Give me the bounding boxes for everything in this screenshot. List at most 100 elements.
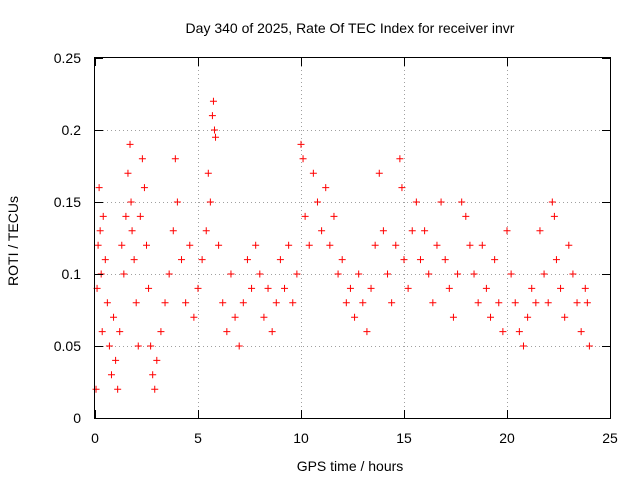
y-tick-label: 0.2 bbox=[62, 122, 82, 138]
data-point bbox=[92, 385, 100, 393]
data-point bbox=[515, 328, 523, 336]
data-point bbox=[305, 241, 313, 249]
data-point bbox=[412, 198, 420, 206]
data-point bbox=[151, 385, 159, 393]
data-point bbox=[392, 241, 400, 249]
data-point bbox=[276, 256, 284, 264]
data-point bbox=[136, 212, 144, 220]
data-point bbox=[198, 256, 206, 264]
data-point bbox=[313, 198, 321, 206]
data-point bbox=[548, 198, 556, 206]
data-point bbox=[408, 227, 416, 235]
data-point bbox=[264, 284, 272, 292]
data-point bbox=[441, 256, 449, 264]
data-point bbox=[569, 270, 577, 278]
data-point bbox=[552, 256, 560, 264]
data-point bbox=[416, 256, 424, 264]
data-point bbox=[398, 184, 406, 192]
data-point bbox=[134, 342, 142, 350]
data-point bbox=[127, 198, 135, 206]
data-point bbox=[301, 212, 309, 220]
data-point bbox=[445, 284, 453, 292]
data-point bbox=[363, 328, 371, 336]
data-point bbox=[557, 284, 565, 292]
data-point bbox=[239, 299, 247, 307]
data-point bbox=[157, 328, 165, 336]
data-point bbox=[536, 227, 544, 235]
data-point bbox=[388, 299, 396, 307]
data-point bbox=[210, 126, 218, 134]
data-point bbox=[540, 270, 548, 278]
data-point bbox=[544, 299, 552, 307]
data-point bbox=[384, 270, 392, 278]
data-point bbox=[482, 284, 490, 292]
data-point bbox=[491, 256, 499, 264]
data-point bbox=[96, 227, 104, 235]
data-point bbox=[511, 299, 519, 307]
data-point bbox=[400, 256, 408, 264]
data-point bbox=[326, 241, 334, 249]
data-point bbox=[212, 133, 220, 141]
data-point bbox=[128, 227, 136, 235]
data-point bbox=[206, 198, 214, 206]
data-point bbox=[161, 299, 169, 307]
data-point bbox=[272, 299, 280, 307]
data-point bbox=[140, 184, 148, 192]
data-point bbox=[285, 241, 293, 249]
data-point bbox=[495, 299, 503, 307]
y-tick-label: 0 bbox=[73, 410, 81, 426]
data-point bbox=[487, 313, 495, 321]
data-point bbox=[449, 313, 457, 321]
data-point bbox=[110, 313, 118, 321]
data-point bbox=[95, 184, 103, 192]
data-point bbox=[565, 241, 573, 249]
data-point bbox=[147, 342, 155, 350]
data-point bbox=[478, 241, 486, 249]
data-point bbox=[204, 169, 212, 177]
data-point bbox=[231, 313, 239, 321]
data-point bbox=[351, 313, 359, 321]
data-point bbox=[293, 270, 301, 278]
data-point bbox=[528, 284, 536, 292]
data-point bbox=[268, 328, 276, 336]
data-point bbox=[318, 227, 326, 235]
data-point bbox=[342, 299, 350, 307]
chart-title: Day 340 of 2025, Rate Of TEC Index for r… bbox=[186, 20, 515, 36]
data-point bbox=[120, 270, 128, 278]
data-point bbox=[99, 212, 107, 220]
data-point bbox=[178, 256, 186, 264]
data-point bbox=[122, 212, 130, 220]
data-point bbox=[532, 299, 540, 307]
data-point bbox=[173, 198, 181, 206]
data-point bbox=[215, 241, 223, 249]
data-point bbox=[425, 270, 433, 278]
data-point bbox=[507, 270, 515, 278]
data-point bbox=[98, 328, 106, 336]
data-point bbox=[124, 169, 132, 177]
data-point bbox=[169, 227, 177, 235]
data-point bbox=[126, 140, 134, 148]
grid-layer bbox=[95, 58, 610, 418]
data-point bbox=[112, 356, 120, 364]
data-point bbox=[375, 169, 383, 177]
data-point bbox=[94, 241, 102, 249]
data-point bbox=[503, 227, 511, 235]
data-point bbox=[359, 299, 367, 307]
data-point bbox=[585, 342, 593, 350]
data-point bbox=[458, 198, 466, 206]
data-point bbox=[437, 198, 445, 206]
x-tick-label: 15 bbox=[396, 430, 412, 446]
data-point bbox=[433, 241, 441, 249]
data-point bbox=[227, 270, 235, 278]
data-point bbox=[346, 284, 354, 292]
data-point bbox=[252, 241, 260, 249]
x-tick-label: 20 bbox=[499, 430, 515, 446]
data-point bbox=[114, 385, 122, 393]
data-point bbox=[248, 284, 256, 292]
data-point bbox=[474, 299, 482, 307]
data-point bbox=[454, 270, 462, 278]
data-point bbox=[466, 241, 474, 249]
data-point bbox=[149, 371, 157, 379]
data-point bbox=[101, 256, 109, 264]
y-tick-label: 0.25 bbox=[54, 50, 81, 66]
